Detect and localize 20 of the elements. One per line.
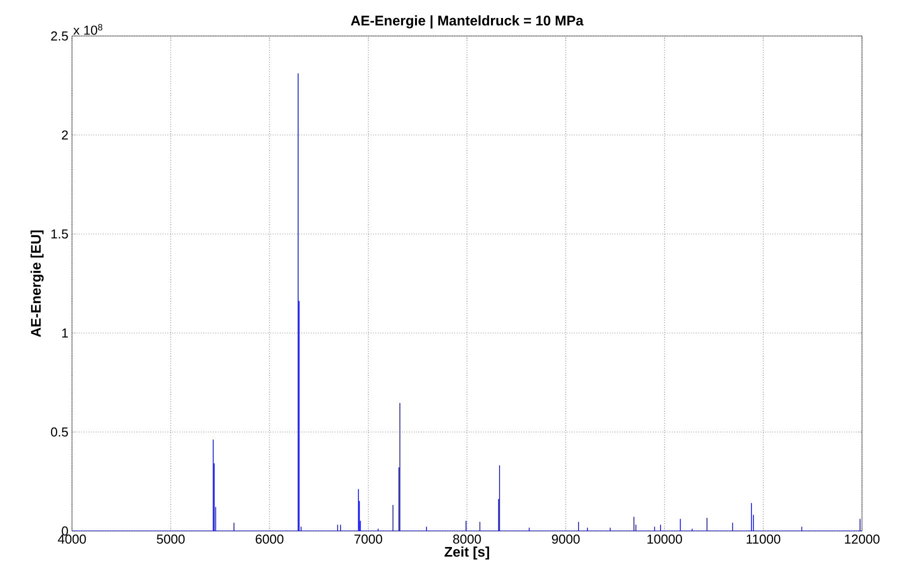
y-tick-label: 0 bbox=[62, 526, 68, 536]
x-tick-label: 7000 bbox=[354, 534, 382, 544]
y-tick-label: 1 bbox=[62, 328, 68, 338]
x-axis-title: Zeit [s] bbox=[444, 546, 490, 560]
y-tick-label: 2 bbox=[62, 130, 68, 140]
x-tick-label: 9000 bbox=[552, 534, 580, 544]
y-axis-title: AE-Energie [EU] bbox=[30, 230, 44, 338]
x-tick-label: 6000 bbox=[256, 534, 284, 544]
x-tick-label: 10000 bbox=[647, 534, 682, 544]
chart-title: AE-Energie | Manteldruck = 10 MPa bbox=[350, 15, 584, 28]
y-tick-label: 1.5 bbox=[51, 229, 68, 239]
x-tick-label: 12000 bbox=[844, 534, 880, 544]
x-tick-label: 4000 bbox=[58, 534, 86, 544]
y-tick-label: 2.5 bbox=[51, 31, 68, 41]
x-tick-label: 11000 bbox=[746, 534, 780, 544]
x-tick-label: 5000 bbox=[156, 534, 185, 544]
y-tick-label: 0.5 bbox=[50, 427, 68, 437]
x-tick-label: 8000 bbox=[453, 534, 481, 544]
line-series bbox=[72, 73, 862, 531]
text: x 10$^{8}$ bbox=[73, 24, 102, 35]
